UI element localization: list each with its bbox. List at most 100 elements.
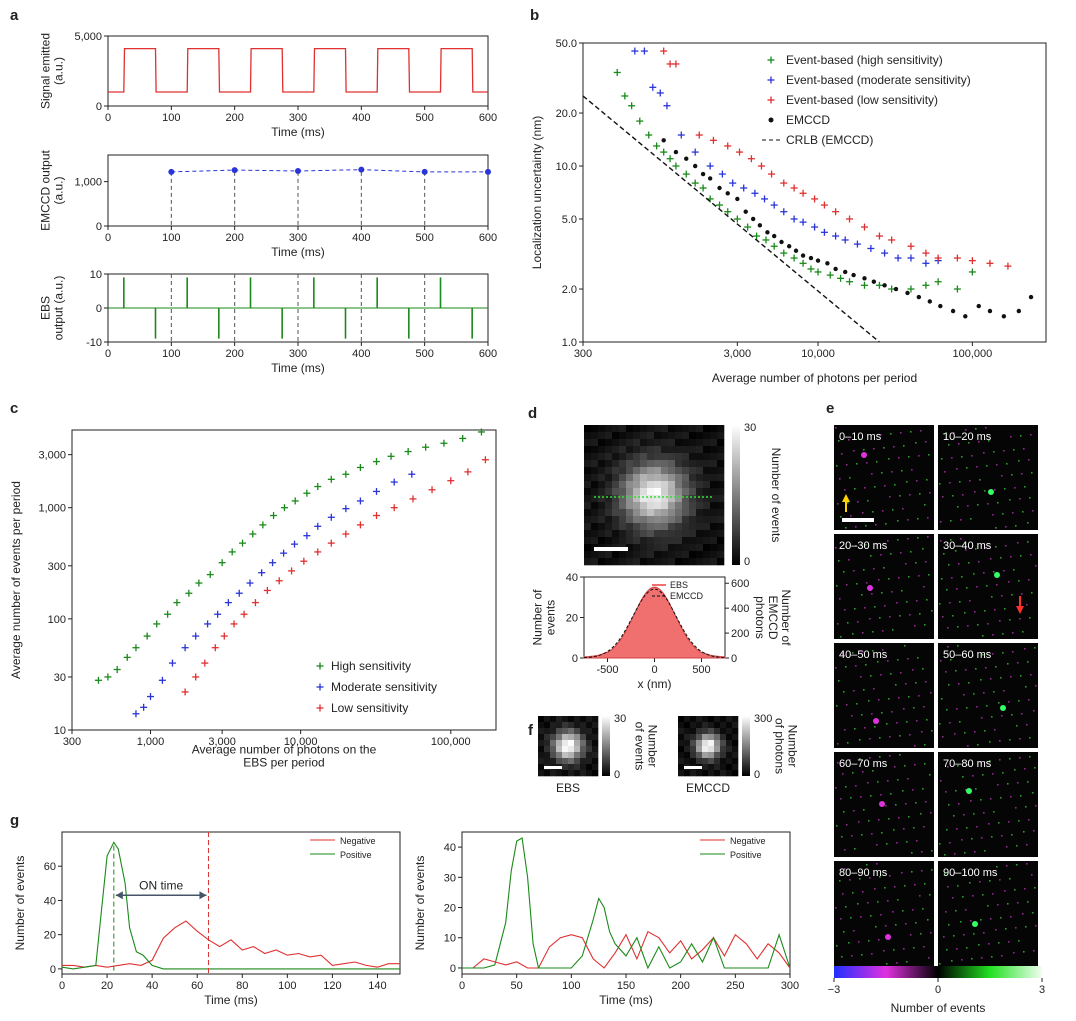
series-2-point (314, 548, 322, 556)
event-dot (880, 914, 882, 916)
event-dot (969, 480, 971, 482)
pixel (654, 558, 662, 566)
event-dot (889, 875, 891, 877)
e-frame-label: 30–40 ms (943, 540, 992, 552)
event-dot (869, 738, 871, 740)
event-dot (924, 744, 926, 746)
event-dot (951, 457, 953, 459)
x-tick-label: 3,000 (724, 348, 752, 360)
pixel (668, 467, 676, 475)
event-dot (867, 902, 869, 904)
pixel (661, 495, 669, 503)
event-dot (1023, 831, 1025, 833)
pixel (696, 495, 704, 503)
pixel (633, 460, 641, 468)
series-1-point (718, 170, 726, 178)
event-dot (915, 562, 917, 564)
event-dot (1017, 902, 1019, 904)
event-dot (1002, 513, 1004, 515)
pixel (568, 740, 575, 747)
event-dot (881, 832, 883, 834)
pixel (682, 509, 690, 517)
e-frame-label: 90–100 ms (943, 867, 998, 879)
series-0-point (477, 428, 485, 436)
pixel (640, 481, 648, 489)
event-dot (925, 801, 927, 803)
event-dot (903, 948, 905, 950)
pixel (696, 551, 704, 559)
pixel (689, 439, 697, 447)
event-dot (1006, 865, 1008, 867)
event-dot (1014, 487, 1016, 489)
pixel (717, 509, 725, 517)
pixel (668, 439, 676, 447)
series-1-point (204, 620, 212, 628)
pixel (682, 481, 690, 489)
pixel (675, 509, 683, 517)
pixel (633, 516, 641, 524)
event-dot (986, 465, 988, 467)
event-dot (890, 553, 892, 555)
pixel (647, 425, 655, 433)
pixel (562, 716, 569, 723)
pixel (696, 716, 703, 723)
event-dot (1031, 472, 1033, 474)
series-1-point (820, 228, 828, 236)
emccd-point (893, 286, 899, 292)
pixel (689, 530, 697, 538)
event-dot (930, 692, 932, 694)
event-dot (1017, 542, 1019, 544)
pixel (675, 544, 683, 552)
series-1-point (853, 240, 861, 248)
pixel (586, 764, 593, 771)
event-dot (943, 936, 945, 938)
pixel (598, 495, 606, 503)
event-dot (863, 809, 865, 811)
pixel (619, 481, 627, 489)
event-dot (944, 873, 946, 875)
event-dot (966, 587, 968, 589)
event-dot (870, 915, 872, 917)
series-1-point (656, 89, 664, 97)
pixel (726, 734, 733, 741)
event-dot (950, 659, 952, 661)
pixel (647, 488, 655, 496)
emccd-point (793, 248, 799, 253)
pixel (710, 467, 718, 475)
event-dot (966, 947, 968, 949)
x-tick-label: 500 (415, 348, 433, 360)
pixel (550, 752, 557, 759)
cb-tick-label: 0 (935, 984, 941, 996)
pixel (678, 752, 685, 759)
pixel (586, 722, 593, 729)
event-dot (940, 660, 942, 662)
pixel (640, 558, 648, 566)
event-dot (881, 712, 883, 714)
pixel (661, 453, 669, 461)
event-dot (1016, 845, 1018, 847)
event-dot (862, 771, 864, 773)
pixel (710, 530, 718, 538)
event-dot (939, 843, 941, 845)
pixel (696, 439, 704, 447)
legend-entry: Event-based (moderate sensitivity) (786, 73, 971, 87)
event-dot (856, 703, 858, 705)
pixel (598, 537, 606, 545)
event-dot (1021, 713, 1023, 715)
x-tick-label: 600 (479, 232, 497, 244)
event-dot (943, 553, 945, 555)
legend-entry: Low sensitivity (331, 701, 408, 715)
pixel (702, 716, 709, 723)
e-frame-label: 20–30 ms (839, 540, 888, 552)
pixel (619, 502, 627, 510)
event-dot (1009, 739, 1011, 741)
frame-bg (938, 534, 1038, 639)
pixel (689, 502, 697, 510)
event-dot (995, 666, 997, 668)
pixel (654, 481, 662, 489)
pixel (580, 722, 587, 729)
event-dot (902, 910, 904, 912)
event-dot (999, 620, 1001, 622)
pixel (550, 758, 557, 765)
x-tick-label: 20 (101, 980, 113, 992)
